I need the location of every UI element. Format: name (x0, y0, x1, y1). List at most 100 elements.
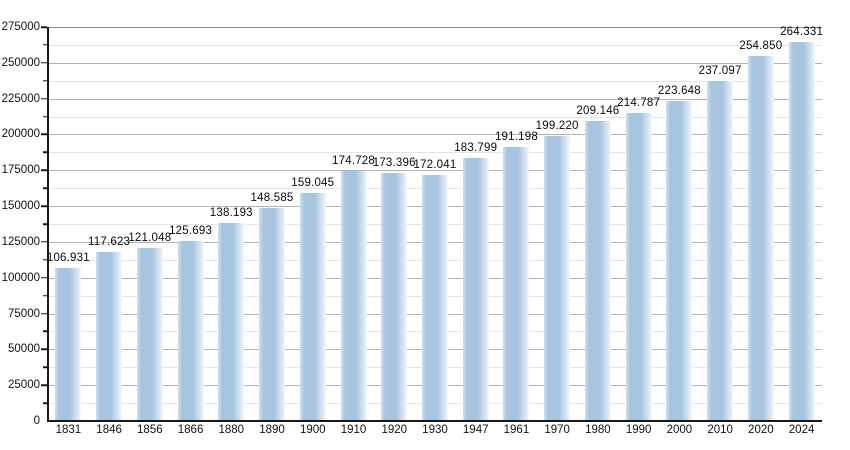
y-axis-tick-label: 25000 (8, 379, 40, 392)
y-axis-tick (43, 115, 47, 118)
bar-value-label: 172.041 (413, 158, 457, 171)
bar (462, 157, 489, 421)
bar (666, 100, 693, 421)
bar (421, 174, 448, 421)
plot-area: 106.931 117.623 121.048 125.693 138.193 148.5… (41, 26, 824, 422)
y-axis-tick (43, 223, 47, 225)
x-axis-tick-label: 1910 (340, 424, 367, 436)
bar-slot: 199.220 (535, 27, 579, 421)
y-axis-tick-label: 75000 (8, 307, 40, 320)
y-axis-tick (43, 259, 47, 261)
bar-value-label: 199.220 (535, 119, 579, 132)
bar-slot: 254.850 (739, 27, 783, 421)
y-axis-tick-label: 275000 (1, 21, 40, 33)
bar-slot: 214.787 (617, 27, 661, 421)
y-axis-tick (43, 79, 47, 82)
y-axis-tick-label: 250000 (1, 56, 40, 69)
y-axis-tick-label: 125000 (1, 235, 40, 248)
gridline (48, 152, 822, 154)
bar-value-label: 117.623 (88, 236, 131, 249)
y-axis-tick-label: 200000 (1, 128, 40, 141)
bar-value-label: 223.648 (657, 84, 701, 97)
bar (340, 170, 367, 421)
x-axis-line (47, 420, 822, 422)
bar-value-label: 254.850 (739, 39, 783, 52)
bar-slot: 148.585 (250, 27, 294, 421)
x-axis-tick-label: 1947 (462, 424, 489, 436)
y-axis-line (47, 27, 49, 421)
y-axis-tick (41, 348, 47, 351)
bar-value-label: 183.799 (454, 141, 498, 154)
bar-value-label: 191.198 (494, 131, 538, 144)
y-axis-tick (41, 276, 47, 279)
x-axis-tick-label: 2024 (788, 424, 815, 436)
bar-slot: 121.048 (128, 27, 172, 421)
y-axis-labels: 0 25000 50000 75000 100000 125000 150000 175000… (0, 21, 40, 427)
x-axis-tick-label: 1880 (218, 424, 245, 436)
bar (177, 240, 204, 421)
bar-value-label: 264.331 (780, 26, 824, 39)
bar (218, 223, 245, 421)
bar-value-label: 106.931 (46, 251, 90, 264)
gridline (48, 44, 822, 46)
x-axis-tick-label: 1990 (625, 424, 652, 436)
x-axis-tick-label: 1970 (544, 424, 570, 436)
bar-value-label: 214.787 (617, 97, 661, 110)
bar-slot: 209.146 (576, 27, 620, 421)
bar-slot: 237.097 (698, 27, 742, 421)
bar (707, 81, 734, 421)
y-axis-tick-label: 225000 (1, 92, 40, 105)
bar-slot: 117.623 (88, 27, 131, 421)
bar-value-label: 159.045 (291, 177, 335, 190)
bar-value-label: 148.585 (250, 192, 294, 205)
y-axis-tick (43, 366, 47, 369)
x-axis-tick-label: 1890 (259, 424, 285, 436)
y-axis-tick (41, 169, 47, 172)
bar-slot: 264.331 (780, 26, 824, 421)
y-axis-tick-label: 175000 (1, 164, 40, 177)
gridline (48, 80, 822, 82)
bar (625, 113, 652, 421)
x-axis-tick-label: 2000 (666, 424, 693, 436)
bar (55, 267, 82, 421)
bar-slot: 138.193 (210, 27, 253, 421)
bar (381, 172, 408, 421)
bar (259, 208, 286, 421)
bar-value-label: 173.396 (372, 156, 416, 169)
gridline (48, 27, 822, 28)
bar-slot: 172.041 (413, 27, 457, 421)
bar-slot: 183.799 (454, 27, 498, 421)
bar-value-label: 174.728 (332, 154, 375, 167)
gridline (48, 116, 822, 118)
x-axis-tick-label: 1980 (585, 424, 611, 436)
x-axis-tick-label: 1920 (381, 424, 408, 436)
bar-value-label: 209.146 (576, 105, 620, 118)
bar-value-label: 121.048 (128, 231, 172, 244)
y-axis-tick (43, 402, 47, 404)
bar-slot: 173.396 (372, 27, 416, 421)
y-axis-tick (43, 44, 47, 46)
y-axis-tick-label: 100000 (1, 271, 40, 284)
bar-value-label: 237.097 (698, 65, 742, 78)
bar-slot: 159.045 (291, 27, 335, 421)
y-axis-tick (41, 26, 47, 28)
y-axis-tick (41, 312, 47, 315)
bar-slot: 106.931 (46, 27, 90, 421)
y-axis-tick (43, 187, 47, 189)
bar (544, 135, 571, 421)
gridline (48, 62, 822, 64)
bar-slot: 223.648 (657, 27, 701, 421)
gridline (48, 98, 822, 100)
y-axis-tick (41, 62, 47, 64)
bar-slot: 174.728 (332, 27, 375, 421)
bar (96, 252, 123, 421)
x-axis-tick-label: 1866 (177, 424, 204, 436)
y-axis-tick-label: 0 (33, 415, 40, 427)
x-axis-tick-label: 1856 (137, 424, 163, 436)
bar (136, 247, 163, 421)
y-axis-tick (41, 97, 47, 100)
y-axis-tick (41, 241, 47, 243)
x-axis-tick-label: 1961 (503, 424, 530, 436)
bar (788, 42, 815, 421)
